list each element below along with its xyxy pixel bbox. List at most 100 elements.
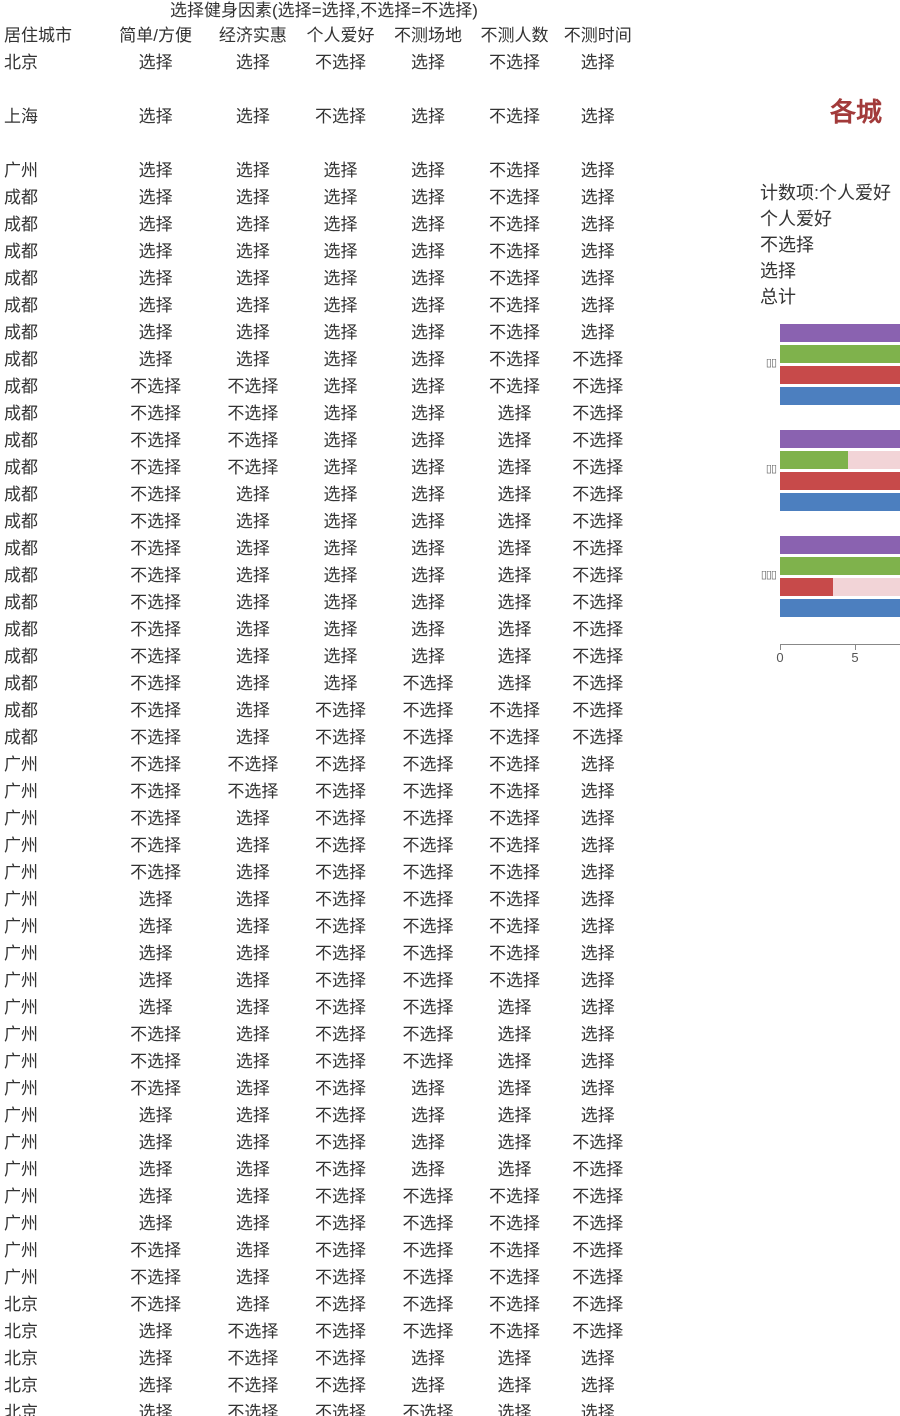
value-cell: 选择	[298, 616, 382, 643]
city-cell: 成都	[0, 562, 104, 589]
value-cell: 选择	[383, 1372, 474, 1399]
value-cell: 选择	[208, 1102, 299, 1129]
value-cell: 不选择	[556, 697, 640, 724]
value-cell: 不选择	[473, 184, 555, 211]
value-cell: 选择	[473, 1102, 555, 1129]
value-cell: 不选择	[104, 697, 208, 724]
value-cell: 不选择	[298, 913, 382, 940]
value-cell: 选择	[473, 1129, 555, 1156]
value-cell: 选择	[383, 1345, 474, 1372]
value-cell: 不选择	[298, 1291, 382, 1318]
value-cell: 不选择	[208, 427, 299, 454]
chart-bar-segment	[780, 324, 900, 342]
table-row: 广州选择选择不选择不选择不选择选择	[0, 913, 640, 940]
value-cell: 不选择	[556, 724, 640, 751]
value-cell: 不选择	[556, 1129, 640, 1156]
chart-bar-segment	[780, 366, 900, 384]
value-cell: 不选择	[104, 805, 208, 832]
value-cell: 选择	[208, 994, 299, 1021]
value-cell: 选择	[473, 670, 555, 697]
value-cell: 选择	[383, 1129, 474, 1156]
value-cell: 不选择	[104, 589, 208, 616]
value-cell: 不选择	[298, 1156, 382, 1183]
value-cell: 选择	[208, 589, 299, 616]
chart-group-label: ▯▯	[752, 462, 776, 475]
value-cell: 不选择	[104, 535, 208, 562]
value-cell: 选择	[383, 1102, 474, 1129]
value-cell: 不选择	[473, 778, 555, 805]
city-cell: 成都	[0, 643, 104, 670]
value-cell: 选择	[473, 589, 555, 616]
value-cell: 选择	[208, 481, 299, 508]
value-cell: 不选择	[556, 1318, 640, 1345]
city-cell: 广州	[0, 1264, 104, 1291]
value-cell: 选择	[383, 103, 474, 130]
value-cell: 不选择	[556, 616, 640, 643]
city-cell: 广州	[0, 805, 104, 832]
city-cell: 北京	[0, 1345, 104, 1372]
value-cell: 不选择	[298, 967, 382, 994]
table-row: 成都选择选择选择选择不选择选择	[0, 238, 640, 265]
value-cell: 选择	[383, 481, 474, 508]
value-cell: 不选择	[473, 373, 555, 400]
value-cell: 选择	[473, 1048, 555, 1075]
value-cell: 不选择	[556, 454, 640, 481]
city-cell: 广州	[0, 859, 104, 886]
value-cell: 不选择	[383, 1291, 474, 1318]
value-cell: 不选择	[383, 1318, 474, 1345]
chart-group-label: ▯▯	[752, 356, 776, 369]
table-row: 广州不选择选择不选择不选择不选择选择	[0, 859, 640, 886]
value-cell: 不选择	[298, 886, 382, 913]
value-cell: 不选择	[383, 1210, 474, 1237]
value-cell: 不选择	[208, 1399, 299, 1416]
value-cell: 选择	[208, 1048, 299, 1075]
value-cell: 不选择	[104, 778, 208, 805]
value-cell: 不选择	[556, 1210, 640, 1237]
value-cell: 不选择	[383, 940, 474, 967]
value-cell: 选择	[208, 616, 299, 643]
summary-line: 总计	[760, 284, 891, 310]
value-cell: 不选择	[556, 670, 640, 697]
value-cell: 选择	[556, 859, 640, 886]
value-cell: 选择	[383, 319, 474, 346]
table-row: 广州选择选择选择选择不选择选择	[0, 157, 640, 184]
table-row: 北京选择不选择不选择不选择不选择不选择	[0, 1318, 640, 1345]
header-3: 个人爱好	[298, 22, 382, 49]
value-cell: 不选择	[473, 1210, 555, 1237]
chart-bar	[780, 366, 900, 384]
chart-bar	[780, 493, 900, 511]
value-cell: 选择	[298, 535, 382, 562]
table-row: 广州选择选择不选择选择选择不选择	[0, 1129, 640, 1156]
value-cell: 不选择	[208, 1372, 299, 1399]
table-row: 广州选择选择不选择选择选择不选择	[0, 1156, 640, 1183]
header-0: 居住城市	[0, 22, 104, 49]
city-cell: 广州	[0, 1102, 104, 1129]
value-cell: 选择	[104, 157, 208, 184]
value-cell: 选择	[473, 1075, 555, 1102]
chart-bar-segment	[833, 578, 900, 596]
city-cell: 广州	[0, 940, 104, 967]
chart-bar-segment	[780, 536, 900, 554]
city-cell: 成都	[0, 481, 104, 508]
value-cell: 选择	[208, 886, 299, 913]
value-cell: 选择	[556, 103, 640, 130]
value-cell: 选择	[298, 292, 382, 319]
city-cell: 成都	[0, 400, 104, 427]
value-cell: 不选择	[473, 1291, 555, 1318]
value-cell: 选择	[383, 211, 474, 238]
value-cell: 不选择	[473, 859, 555, 886]
value-cell: 选择	[383, 616, 474, 643]
value-cell: 不选择	[104, 373, 208, 400]
value-cell: 不选择	[556, 1264, 640, 1291]
value-cell: 选择	[556, 1102, 640, 1129]
chart-bar-segment	[780, 599, 900, 617]
table-row: 成都不选择选择不选择不选择不选择不选择	[0, 697, 640, 724]
value-cell: 不选择	[298, 994, 382, 1021]
value-cell: 不选择	[208, 1318, 299, 1345]
chart-bar-segment	[780, 493, 900, 511]
city-cell: 成都	[0, 589, 104, 616]
value-cell: 选择	[208, 1291, 299, 1318]
value-cell: 不选择	[298, 1021, 382, 1048]
value-cell: 选择	[383, 157, 474, 184]
value-cell: 不选择	[383, 724, 474, 751]
